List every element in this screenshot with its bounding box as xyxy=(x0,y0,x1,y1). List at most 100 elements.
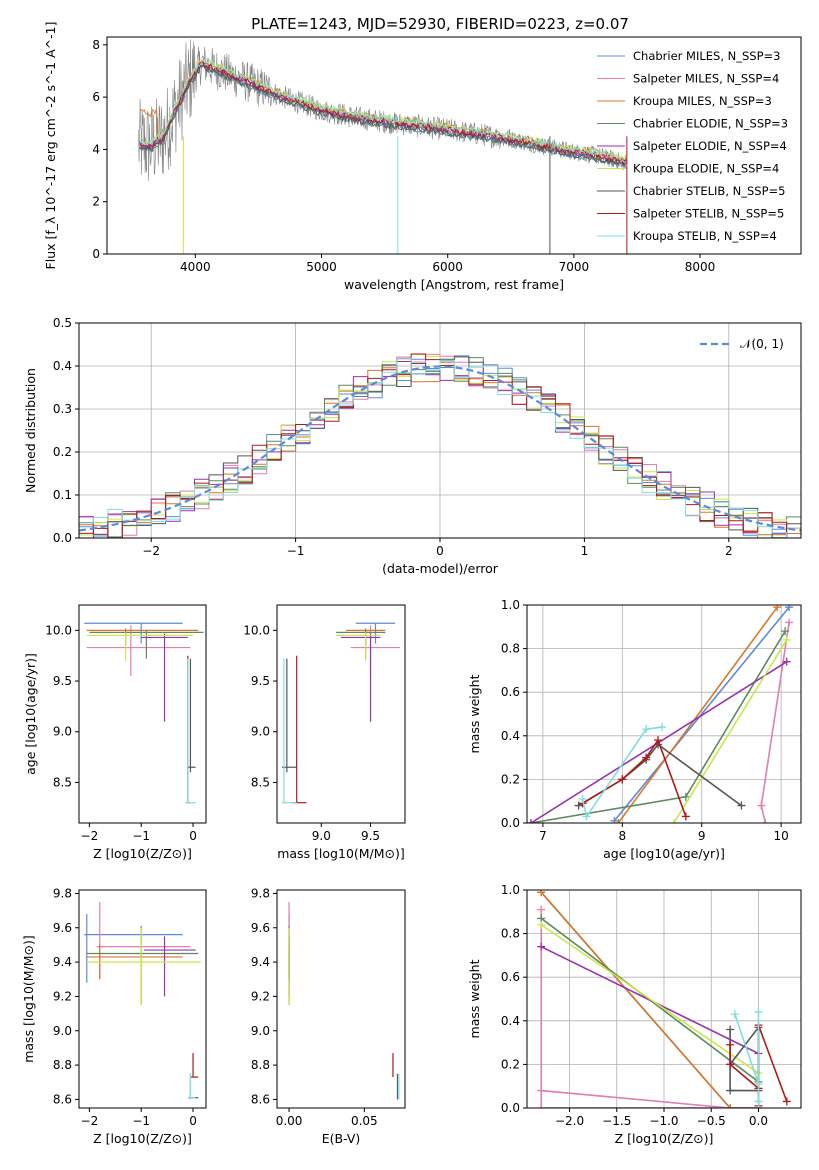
y-tick-label: 0.5 xyxy=(53,316,72,330)
weight-line-4 xyxy=(540,945,760,1106)
grid-lines xyxy=(527,604,801,824)
y-tick-label: 0.0 xyxy=(501,1101,520,1115)
histogram-step-4 xyxy=(79,361,801,538)
weight-marker-5-1 xyxy=(782,635,791,644)
y-tick-label: 9.5 xyxy=(251,674,270,688)
y-tick-label: 0.2 xyxy=(501,772,520,786)
x-tick-label: −1.0 xyxy=(649,1114,678,1128)
y-tick-label: 8.5 xyxy=(251,775,270,789)
y-tick-label: 9.0 xyxy=(251,1024,270,1038)
y-tick-label: 0 xyxy=(92,247,100,261)
legend-label-gaussian: 𝒩(0, 1) xyxy=(740,337,784,351)
y-tick-label: 9.5 xyxy=(53,674,72,688)
y-tick-label: 8.5 xyxy=(53,775,72,789)
weight-marker-2-0 xyxy=(614,819,623,823)
weight-marker-7-0 xyxy=(726,1040,735,1049)
y-tick-label: 1.0 xyxy=(501,598,520,612)
x-tick-label: 0.05 xyxy=(351,1114,378,1128)
model-spectrum-line-7 xyxy=(139,60,627,167)
weight-line-6 xyxy=(729,1024,760,1092)
y-tick-label: 9.6 xyxy=(251,921,270,935)
weight-line-8 xyxy=(581,726,663,819)
y-tick-label: 0.3 xyxy=(53,402,72,416)
y-tick-label: 9.0 xyxy=(251,725,270,739)
x-tick-label: −2 xyxy=(142,544,160,558)
y-axis-label: Normed distribution xyxy=(23,368,38,493)
weight-marker-1-2 xyxy=(785,618,794,627)
y-tick-label: 0.4 xyxy=(53,359,72,373)
weight-marker-0-1 xyxy=(785,605,794,612)
y-tick-label: 9.6 xyxy=(53,921,72,935)
weight-marker-7-3 xyxy=(654,736,663,745)
residual-histogram-panel: −2 −1 0 1 2 0.0 0.1 0.2 0.3 0.4 0.5 (data-model)/er… xyxy=(23,316,802,576)
weight-marker-1-0 xyxy=(761,819,770,823)
weight-line-8 xyxy=(734,1012,760,1102)
x-tick-label: 0.00 xyxy=(276,1114,303,1128)
legend-label-6: Chabrier STELIB, N_SSP=5 xyxy=(633,184,785,198)
weight-marker-7-1 xyxy=(726,1060,735,1069)
x-axis-label: wavelength [Angstrom, rest frame] xyxy=(344,277,564,292)
y-tick-label: 0.1 xyxy=(53,488,72,502)
x-tick-label: 0 xyxy=(189,1114,197,1128)
weight-line-0 xyxy=(613,606,790,822)
y-tick-label: 0.0 xyxy=(53,531,72,545)
y-tick-label: 9.0 xyxy=(53,725,72,739)
weight-line-5 xyxy=(673,639,788,823)
weight-marker-8-2 xyxy=(754,1008,763,1017)
legend-label-3: Chabrier ELODIE, N_SSP=3 xyxy=(633,117,788,131)
y-tick-label: 0.2 xyxy=(53,445,72,459)
y-tick-label: 10.0 xyxy=(45,623,72,637)
y-tick-label: 0.6 xyxy=(501,970,520,984)
x-axis-label: (data-model)/error xyxy=(382,561,499,576)
x-tick-label: 1 xyxy=(581,544,589,558)
age-vs-metallicity-panel: −2 −1 0 8.5 9.0 9.5 10.0 Z [log10(Z/Z⊙)] age [lo… xyxy=(23,604,207,861)
observed-spectrum-line xyxy=(138,39,627,181)
y-tick-label: 2 xyxy=(92,195,100,209)
weight-marker-7-4 xyxy=(782,1097,791,1106)
axes-frame xyxy=(526,604,802,824)
weight-marker-4-0 xyxy=(537,942,546,951)
axes-frame xyxy=(106,36,802,255)
histogram-step-8 xyxy=(79,357,801,538)
weight-marker-7-1 xyxy=(618,775,627,784)
axes-frame xyxy=(78,604,207,824)
weight-marker-8-0 xyxy=(578,795,587,804)
weight-marker-5-0 xyxy=(669,819,678,823)
plot-area xyxy=(288,902,400,1100)
legend-label-7: Salpeter STELIB, N_SSP=5 xyxy=(633,207,784,221)
weight-marker-1-3 xyxy=(537,1104,546,1108)
x-tick-label: −0.5 xyxy=(697,1114,726,1128)
axes-frame xyxy=(526,889,802,1109)
weight-marker-8-1 xyxy=(582,812,591,821)
y-tick-label: 9.8 xyxy=(251,886,270,900)
x-tick-label: 7 xyxy=(539,829,547,843)
y-tick-label: 8.8 xyxy=(53,1058,72,1072)
x-tick-label: −1 xyxy=(287,544,305,558)
plot-area xyxy=(527,605,794,823)
x-tick-label: 9.5 xyxy=(361,829,380,843)
y-tick-label: 8.8 xyxy=(251,1058,270,1072)
weight-marker-8-3 xyxy=(658,723,667,732)
x-tick-label: 8 xyxy=(618,829,626,843)
mass-weight-vs-age-panel: 7 8 9 10 0.0 0.2 0.4 0.6 0.8 1.0 age [log10(age/yr… xyxy=(467,598,802,861)
weight-marker-2-1 xyxy=(773,605,782,612)
gaussian-curve xyxy=(79,365,801,532)
weight-marker-0-0 xyxy=(610,816,619,823)
x-axis-label: E(B-V) xyxy=(322,1131,361,1146)
axes-frame xyxy=(78,322,802,539)
y-tick-label: 8.6 xyxy=(251,1092,270,1106)
y-axis-label: mass weight xyxy=(467,674,482,753)
spectrum-legend: Chabrier MILES, N_SSP=3 Salpeter MILES, N… xyxy=(597,49,788,243)
weight-marker-2-1 xyxy=(726,1104,735,1108)
y-tick-label: 8 xyxy=(92,38,100,52)
y-tick-label: 0.6 xyxy=(501,685,520,699)
weight-marker-4-0 xyxy=(527,819,535,823)
mass-weight-vs-metallicity-panel: −2.0 −1.5 −1.0 −0.5 0.0 0.0 0.2 0.4 0.6 0.8 1.0 Z [… xyxy=(467,883,802,1146)
legend-label-8: Kroupa STELIB, N_SSP=4 xyxy=(633,229,777,243)
x-tick-label: −2 xyxy=(81,1114,99,1128)
x-tick-label: −2.0 xyxy=(555,1114,584,1128)
axes-frame xyxy=(276,604,406,824)
x-tick-label: 10 xyxy=(774,829,789,843)
weight-line-2 xyxy=(617,606,778,823)
